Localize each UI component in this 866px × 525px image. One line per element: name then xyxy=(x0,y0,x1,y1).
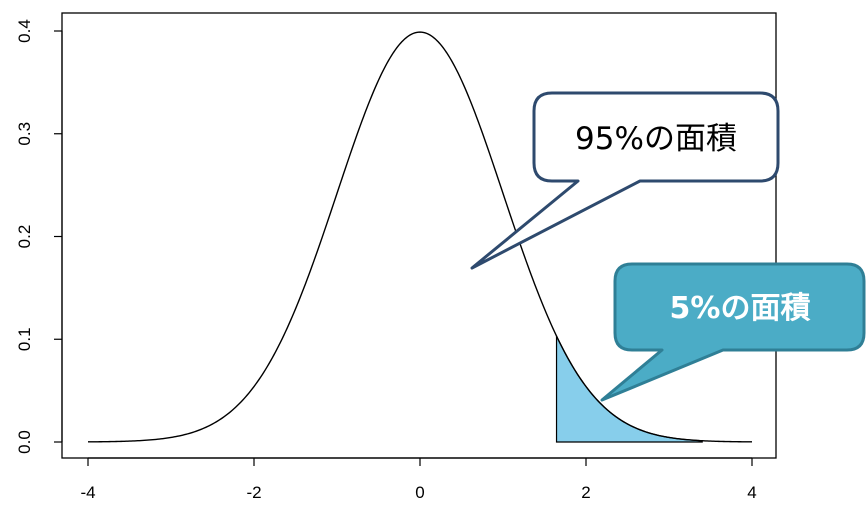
x-axis: -4 -2 0 2 4 xyxy=(80,457,757,502)
y-tick-label: 0.3 xyxy=(15,122,34,146)
callout-5-percent: 5%の面積 xyxy=(600,262,866,402)
x-tick-label: 2 xyxy=(581,483,590,502)
x-tick-label: -4 xyxy=(80,483,95,502)
callout-5-label: 5%の面積 xyxy=(670,291,811,326)
callout-95-label: 95%の面積 xyxy=(575,121,737,157)
y-tick-label: 0.1 xyxy=(15,327,34,351)
y-tick-label: 0.4 xyxy=(15,19,34,43)
x-tick-label: -2 xyxy=(246,483,261,502)
density-curve xyxy=(87,31,753,443)
y-tick-label: 0.0 xyxy=(15,430,34,454)
x-tick-label: 0 xyxy=(415,483,424,502)
x-tick-label: 4 xyxy=(747,483,756,502)
callout-5-shape xyxy=(600,262,866,402)
y-axis: 0.0 0.1 0.2 0.3 0.4 xyxy=(15,19,63,454)
callout-95-shape xyxy=(470,91,780,270)
callout-95-percent: 95%の面積 xyxy=(470,91,780,270)
plot-frame xyxy=(61,12,777,459)
y-tick-label: 0.2 xyxy=(15,225,34,249)
